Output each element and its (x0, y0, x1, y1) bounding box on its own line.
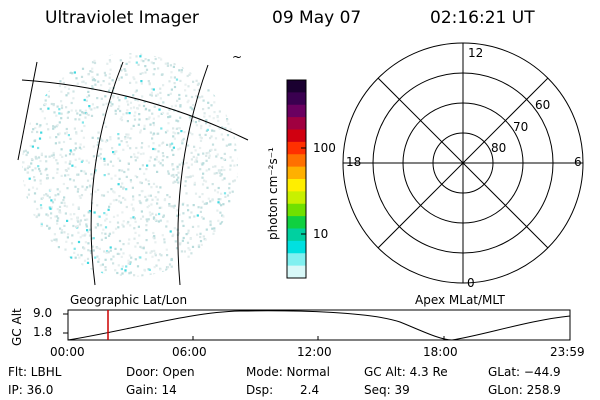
gain-status: Gain: 14 (126, 383, 177, 397)
geo-lon-line-3 (177, 64, 209, 286)
mlt-label-12: 12 (468, 46, 484, 60)
colorbar-band (287, 154, 306, 168)
tilde-mark: ~ (232, 50, 243, 64)
altitude-xtick-4: 23:59 (550, 345, 585, 359)
mlat-label-70: 70 (513, 120, 529, 134)
mode-status: Mode: Normal (246, 365, 330, 379)
apex-grid-label: Apex MLat/MLT (415, 293, 505, 307)
mlat-label-80: 80 (491, 141, 507, 155)
colorbar-band (287, 265, 306, 279)
colorbar-band (287, 117, 306, 130)
colorbar-band (287, 104, 306, 118)
door-status: Door: Open (126, 365, 195, 379)
instrument-title: Ultraviolet Imager (45, 8, 199, 28)
geo-lon-line-1 (17, 61, 38, 161)
colorbar-band (287, 129, 306, 143)
colorbar-unit-label: photon cm⁻²s⁻¹ (266, 147, 280, 240)
colorbar-band (287, 141, 306, 155)
uv-image-panel (17, 53, 249, 286)
colorbar-band (287, 203, 306, 217)
time-label: 02:16:21 UT (430, 8, 535, 28)
altitude-ylabel: GC Alt (10, 308, 24, 346)
altitude-ytick-1: 1.8 (33, 325, 53, 339)
mlt-label-18: 18 (346, 155, 362, 169)
mlat-label-60: 60 (535, 98, 551, 112)
colorbar-tick-10: 10 (313, 227, 329, 241)
polar-plot (342, 42, 584, 284)
colorbar (286, 79, 307, 279)
altitude-xtick-2: 12:00 (297, 345, 332, 359)
glat-status: GLat: −44.9 (488, 365, 561, 379)
colorbar-band (287, 166, 306, 180)
colorbar-band (287, 228, 306, 242)
ip-status: IP: 36.0 (8, 383, 54, 397)
altitude-plot (63, 309, 571, 341)
colorbar-band (287, 191, 306, 205)
geo-grid-label: Geographic Lat/Lon (70, 293, 188, 307)
altitude-xtick-0: 00:00 (50, 345, 85, 359)
gc-alt-status: GC Alt: 4.3 Re (364, 365, 448, 379)
colorbar-tick-100: 100 (313, 141, 336, 155)
colorbar-band (287, 92, 306, 106)
mlt-label-6: 6 (574, 155, 582, 169)
flt-status: Flt: LBHL (8, 365, 62, 379)
colorbar-band (287, 240, 306, 254)
colorbar-band (287, 179, 306, 192)
mlt-label-0: 0 (467, 276, 475, 290)
dsp-value: 2.4 (300, 383, 320, 397)
colorbar-band (287, 253, 306, 267)
altitude-xtick-1: 06:00 (172, 345, 207, 359)
colorbar-band (287, 216, 306, 229)
dsp-label: Dsp: (246, 383, 274, 397)
seq-status: Seq: 39 (364, 383, 410, 397)
altitude-ytick-9: 9.0 (33, 306, 53, 320)
colorbar-band (287, 80, 306, 93)
geo-lat-line (21, 79, 249, 141)
altitude-xtick-3: 18:00 (423, 345, 458, 359)
date-label: 09 May 07 (272, 8, 362, 28)
altitude-curve (67, 310, 571, 341)
geo-lon-line-2 (90, 61, 124, 286)
uv-image-speckles (22, 53, 238, 277)
glon-status: GLon: 258.9 (488, 383, 561, 397)
